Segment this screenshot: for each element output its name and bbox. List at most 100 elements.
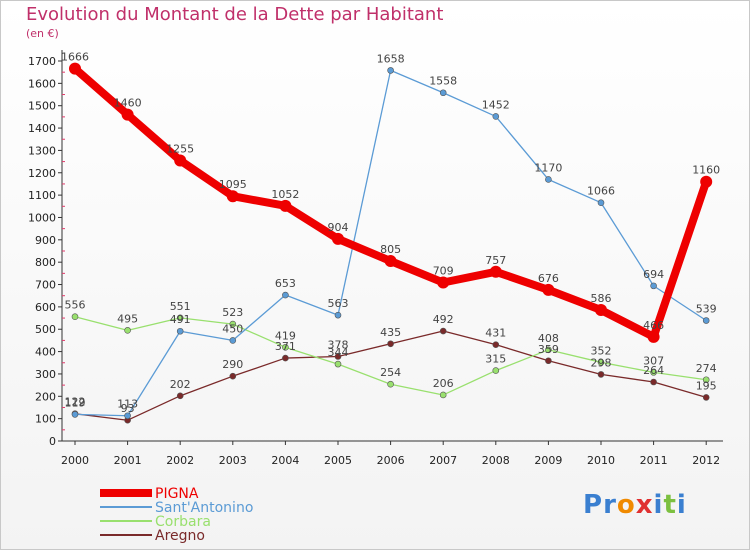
data-label: 122 bbox=[65, 396, 86, 409]
data-label: 315 bbox=[485, 353, 506, 366]
logo-letter: i bbox=[676, 490, 687, 520]
axes: 0 100 200 300 400 500 600 700 800 900 1000 1100 1200… bbox=[28, 50, 723, 467]
data-point bbox=[595, 304, 607, 317]
data-point bbox=[439, 391, 447, 399]
legend-label: Corbara bbox=[155, 514, 211, 530]
data-label: 264 bbox=[643, 364, 664, 377]
data-label: 539 bbox=[696, 303, 717, 316]
data-label: 307 bbox=[643, 354, 664, 367]
data-point bbox=[647, 330, 660, 343]
y-tick-label: 300 bbox=[35, 368, 56, 381]
data-label: 1066 bbox=[587, 185, 615, 198]
logo-letter: r bbox=[603, 490, 617, 520]
y-tick-label: 400 bbox=[35, 346, 56, 359]
data-point bbox=[650, 369, 657, 376]
y-tick-label: 1600 bbox=[28, 77, 56, 90]
data-point bbox=[124, 412, 131, 420]
data-label: 1460 bbox=[114, 97, 142, 110]
legend-label: Aregno bbox=[155, 528, 205, 544]
x-tick-label: 2007 bbox=[429, 454, 457, 467]
logo-letter: o bbox=[616, 490, 636, 520]
data-label: 1095 bbox=[219, 178, 247, 191]
data-point bbox=[176, 392, 184, 400]
data-point bbox=[384, 255, 397, 268]
data-point bbox=[229, 320, 237, 328]
data-point bbox=[176, 314, 184, 322]
y-tick-label: 1000 bbox=[28, 211, 56, 224]
data-label: 298 bbox=[591, 356, 612, 369]
x-tick-label: 2008 bbox=[482, 454, 510, 467]
data-label: 206 bbox=[433, 377, 454, 390]
data-point bbox=[282, 354, 289, 362]
data-label: 1170 bbox=[534, 161, 562, 174]
data-point bbox=[650, 282, 657, 290]
legend-label: PIGNA bbox=[155, 486, 199, 502]
data-label: 254 bbox=[380, 366, 401, 379]
data-point bbox=[334, 311, 342, 319]
data-point bbox=[702, 317, 710, 324]
data-point bbox=[545, 176, 552, 183]
data-label: 119 bbox=[65, 396, 86, 409]
data-point bbox=[439, 327, 447, 335]
x-tick-label: 2003 bbox=[219, 454, 247, 467]
x-tick-label: 2009 bbox=[534, 454, 562, 467]
data-label: 419 bbox=[275, 329, 296, 342]
data-point bbox=[650, 378, 657, 386]
series-layer bbox=[69, 62, 713, 424]
data-point bbox=[702, 376, 710, 384]
data-label: 495 bbox=[117, 312, 138, 325]
data-label: 551 bbox=[170, 300, 191, 313]
data-label: 1052 bbox=[271, 188, 299, 201]
data-label: 290 bbox=[222, 358, 243, 371]
series-line-pigna bbox=[71, 64, 711, 341]
data-label: 202 bbox=[170, 378, 191, 391]
data-label: 113 bbox=[117, 398, 138, 411]
data-point bbox=[334, 360, 342, 368]
logo-letter: i bbox=[653, 490, 664, 520]
data-point bbox=[71, 313, 79, 321]
data-point bbox=[545, 357, 552, 365]
data-point bbox=[176, 327, 184, 335]
y-tick-label: 600 bbox=[35, 301, 56, 314]
data-point bbox=[492, 341, 500, 348]
y-tick-label: 900 bbox=[35, 234, 56, 247]
data-point bbox=[334, 353, 342, 360]
data-point bbox=[71, 411, 79, 418]
y-tick-label: 1400 bbox=[28, 122, 56, 135]
data-label: 466 bbox=[643, 319, 664, 332]
x-tick-label: 2001 bbox=[114, 454, 142, 467]
x-tick-label: 2004 bbox=[271, 454, 299, 467]
data-point bbox=[387, 380, 394, 388]
y-tick-label: 1100 bbox=[28, 189, 56, 202]
x-tick-label: 2011 bbox=[640, 454, 668, 467]
data-label: 431 bbox=[485, 327, 506, 340]
data-labels: 122 93 202 290 371 378 435 492 431 359 298 264 195 55… bbox=[61, 51, 720, 416]
data-label: 563 bbox=[328, 297, 349, 310]
data-point bbox=[174, 154, 187, 167]
data-point bbox=[597, 199, 605, 207]
data-label: 435 bbox=[380, 326, 401, 339]
data-point bbox=[387, 340, 394, 348]
data-label: 1255 bbox=[166, 142, 194, 155]
data-label: 709 bbox=[433, 265, 454, 278]
data-label: 1666 bbox=[61, 51, 89, 64]
data-point bbox=[597, 359, 605, 366]
data-point bbox=[69, 62, 81, 75]
data-label: 586 bbox=[591, 292, 612, 305]
x-tick-label: 2010 bbox=[587, 454, 615, 467]
data-point bbox=[282, 344, 289, 351]
y-tick-label: 500 bbox=[35, 323, 56, 336]
data-label: 378 bbox=[328, 339, 349, 352]
data-label: 344 bbox=[328, 346, 349, 359]
data-point bbox=[387, 67, 394, 74]
logo-letter: t bbox=[663, 490, 677, 520]
data-label: 371 bbox=[275, 340, 296, 353]
y-tick-label: 800 bbox=[35, 256, 56, 269]
y-tick-label: 1700 bbox=[28, 55, 56, 68]
data-point bbox=[489, 265, 502, 278]
data-label: 359 bbox=[538, 343, 559, 356]
data-label: 195 bbox=[696, 379, 717, 392]
y-tick-label: 200 bbox=[35, 390, 56, 403]
